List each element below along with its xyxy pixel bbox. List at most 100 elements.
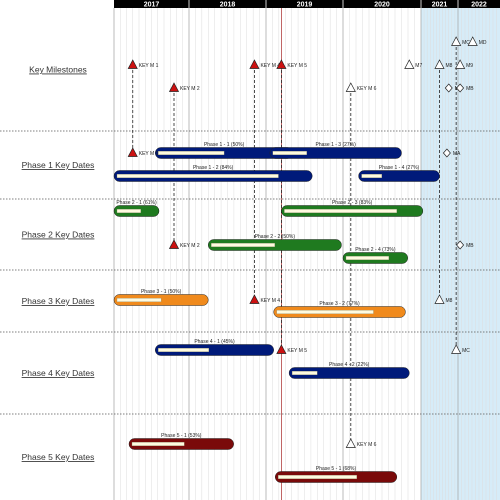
milestone-triangle — [276, 59, 287, 69]
task-bar: Phase 1 - 4 (27%) — [358, 165, 440, 182]
milestone-triangle — [168, 82, 180, 92]
year-header — [114, 0, 500, 8]
milestone-diamond — [456, 83, 465, 93]
row-label: Phase 1 Key Dates — [22, 160, 95, 170]
milestone-label: MA — [453, 151, 461, 157]
task-bar-progress — [278, 475, 357, 479]
year-label-2020: 2020 — [374, 2, 390, 9]
milestone-triangle — [127, 59, 138, 69]
task-bar-progress — [361, 174, 382, 178]
milestone-triangle — [249, 59, 260, 69]
year-label-2019: 2019 — [297, 2, 313, 9]
task-bar: Phase 4 - 1 (45%) — [155, 339, 274, 356]
task-bar-label: Phase 5 - 1 (53%) — [161, 433, 202, 439]
task-bar-progress — [211, 243, 276, 247]
milestone-connectors — [132, 42, 457, 444]
milestone-triangle — [434, 59, 445, 69]
milestone-label: M9 — [466, 63, 473, 69]
year-label-2018: 2018 — [220, 2, 236, 9]
milestone-triangle — [168, 239, 180, 249]
milestone-triangle — [345, 438, 356, 448]
task-bar-label: Phase 1 - 2 (84%) — [193, 165, 234, 171]
task-bar-progress — [158, 151, 225, 155]
milestone-label: KEY M 2 — [180, 243, 200, 249]
task-bar-body — [358, 170, 440, 182]
year-label-2017: 2017 — [144, 2, 160, 9]
task-bar-progress — [284, 209, 397, 213]
milestone: M8 M8 — [434, 59, 453, 304]
row-label: Phase 2 Key Dates — [22, 230, 95, 240]
milestone: MA — [442, 148, 461, 158]
milestone-triangle — [455, 59, 466, 69]
task-bar-label: Phase 4 - 2 (22%) — [329, 362, 370, 368]
task-bar-label: Phase 3 - 1 (50%) — [141, 289, 182, 295]
task-bar-label: Phase 2 - 2 (50%) — [255, 234, 296, 240]
milestone-diamond — [444, 83, 453, 93]
task-bars: Phase 1 - 1 (50%) Phase 1 - 3 (27%) Phase … — [113, 142, 440, 483]
task-bar-label: Phase 2 - 1 (61%) — [116, 200, 157, 206]
milestone-triangle — [249, 294, 260, 304]
row-separators — [0, 130, 500, 415]
milestone-label: MD — [479, 40, 487, 46]
milestone-label: MB — [466, 243, 474, 249]
task-bar-label: Phase 2 - 3 (83%) — [332, 200, 373, 206]
task-bar-label: Phase 4 - 1 (45%) — [194, 339, 235, 345]
task-bar-label: Phase 5 - 1 (68%) — [316, 466, 357, 472]
task-bar-progress — [116, 174, 279, 178]
row-label: Phase 4 Key Dates — [22, 368, 95, 378]
milestone: MB — [456, 83, 474, 93]
milestone: KEY M 1 KEY M 1 — [127, 59, 159, 157]
task-bar-label: Phase 2 - 4 (73%) — [355, 247, 396, 253]
task-bar-body — [155, 344, 274, 356]
milestone-triangle — [404, 59, 415, 69]
milestone-label: M8 — [446, 298, 453, 304]
milestone-label: MC — [462, 40, 470, 46]
milestone-label: KEY M 6 — [357, 442, 377, 448]
task-bar-label: Phase 1 - 3 (27%) — [316, 142, 357, 148]
task-bar: Phase 4 - 2 (22%) — [288, 362, 410, 379]
milestone: KEY M 6 KEY M 6 — [345, 82, 377, 448]
milestone-label: MC — [462, 348, 470, 354]
year-label-2021: 2021 — [432, 2, 448, 9]
milestone-triangle — [451, 36, 462, 46]
milestone-diamond — [456, 240, 465, 250]
task-bar-label: Phase 3 - 2 (77%) — [319, 301, 360, 307]
row-label: Key Milestones — [29, 65, 87, 75]
milestone: MB — [456, 240, 474, 250]
task-bar-label: Phase 1 - 4 (27%) — [379, 165, 420, 171]
task-bar-progress — [345, 256, 390, 260]
milestone: KEY M 4 KEY M 4 — [249, 59, 280, 304]
milestone-label: KEY M 5 — [287, 348, 307, 354]
task-bar: Phase 5 - 1 (53%) — [128, 433, 234, 450]
row-label: Phase 5 Key Dates — [22, 452, 95, 462]
milestone: KEY M 5 KEY M 5 — [276, 59, 307, 354]
year-label-2022: 2022 — [471, 2, 487, 9]
milestone-label: M7 — [415, 63, 422, 69]
task-bar: Phase 2 - 4 (73%) — [342, 247, 408, 264]
milestone: M7 — [404, 59, 422, 69]
task-bar: Phase 1 - 3 (27%) — [269, 142, 402, 159]
task-bar-label: Phase 1 - 1 (50%) — [204, 142, 245, 148]
milestone-label: KEY M 1 — [139, 151, 159, 157]
task-bar: Phase 1 - 2 (84%) — [113, 165, 313, 182]
task-bar-progress — [272, 151, 307, 155]
milestone-triangle — [276, 344, 287, 354]
milestone-label: MB — [466, 86, 474, 92]
milestone-label: KEY M 4 — [260, 63, 280, 69]
milestone-label: KEY M 1 — [139, 63, 159, 69]
task-bar-body — [288, 367, 410, 379]
task-bar: Phase 3 - 2 (77%) — [273, 301, 406, 318]
future-shade — [421, 8, 500, 500]
milestone: MC MC — [451, 36, 470, 354]
milestone: KEY M 2 KEY M 2 — [168, 82, 200, 249]
task-bar-progress — [116, 209, 141, 213]
milestone-triangle — [467, 36, 478, 46]
milestone-triangle — [451, 344, 462, 354]
task-bar-progress — [276, 310, 374, 314]
milestone: MD — [467, 36, 487, 46]
task-bar-progress — [158, 348, 210, 352]
milestone-triangle — [434, 294, 445, 304]
milestone-label: KEY M 2 — [180, 86, 200, 92]
